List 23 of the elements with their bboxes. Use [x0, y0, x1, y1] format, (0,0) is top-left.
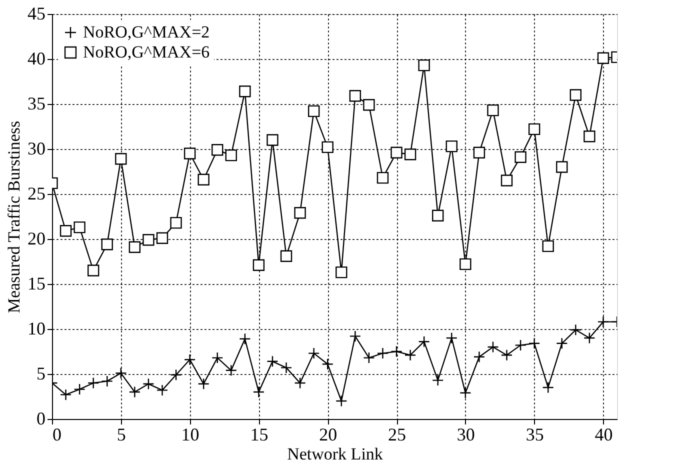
x-tick-label: 5: [116, 424, 126, 444]
y-tick-label: 35: [28, 94, 46, 114]
y-tick-label: 0: [36, 408, 46, 428]
y-tick-label: 40: [28, 48, 46, 68]
y-tick-label: 20: [28, 228, 46, 248]
x-tick-label: 35: [526, 424, 544, 444]
y-tick-label: 5: [36, 364, 46, 384]
x-axis-title: Network Link: [287, 444, 384, 464]
y-tick-label: 30: [28, 138, 46, 158]
x-tick-label: 25: [388, 424, 406, 444]
x-tick-label: 40: [594, 424, 613, 444]
x-tick-label: 30: [456, 424, 475, 444]
y-tick-label: 45: [28, 4, 46, 24]
legend-label: NoRO,G^MAX=2: [83, 22, 210, 42]
legend-label: NoRO,G^MAX=6: [83, 42, 210, 62]
y-tick-label: 15: [28, 274, 46, 294]
x-tick-label: 20: [319, 424, 338, 444]
x-tick-label: 15: [250, 424, 268, 444]
x-tick-label: 10: [181, 424, 200, 444]
y-axis-title: Measured Traffic Burstiness: [4, 120, 24, 314]
x-tick-label: 0: [52, 424, 62, 444]
y-tick-label: 25: [28, 184, 46, 204]
y-tick-label: 10: [28, 318, 46, 338]
